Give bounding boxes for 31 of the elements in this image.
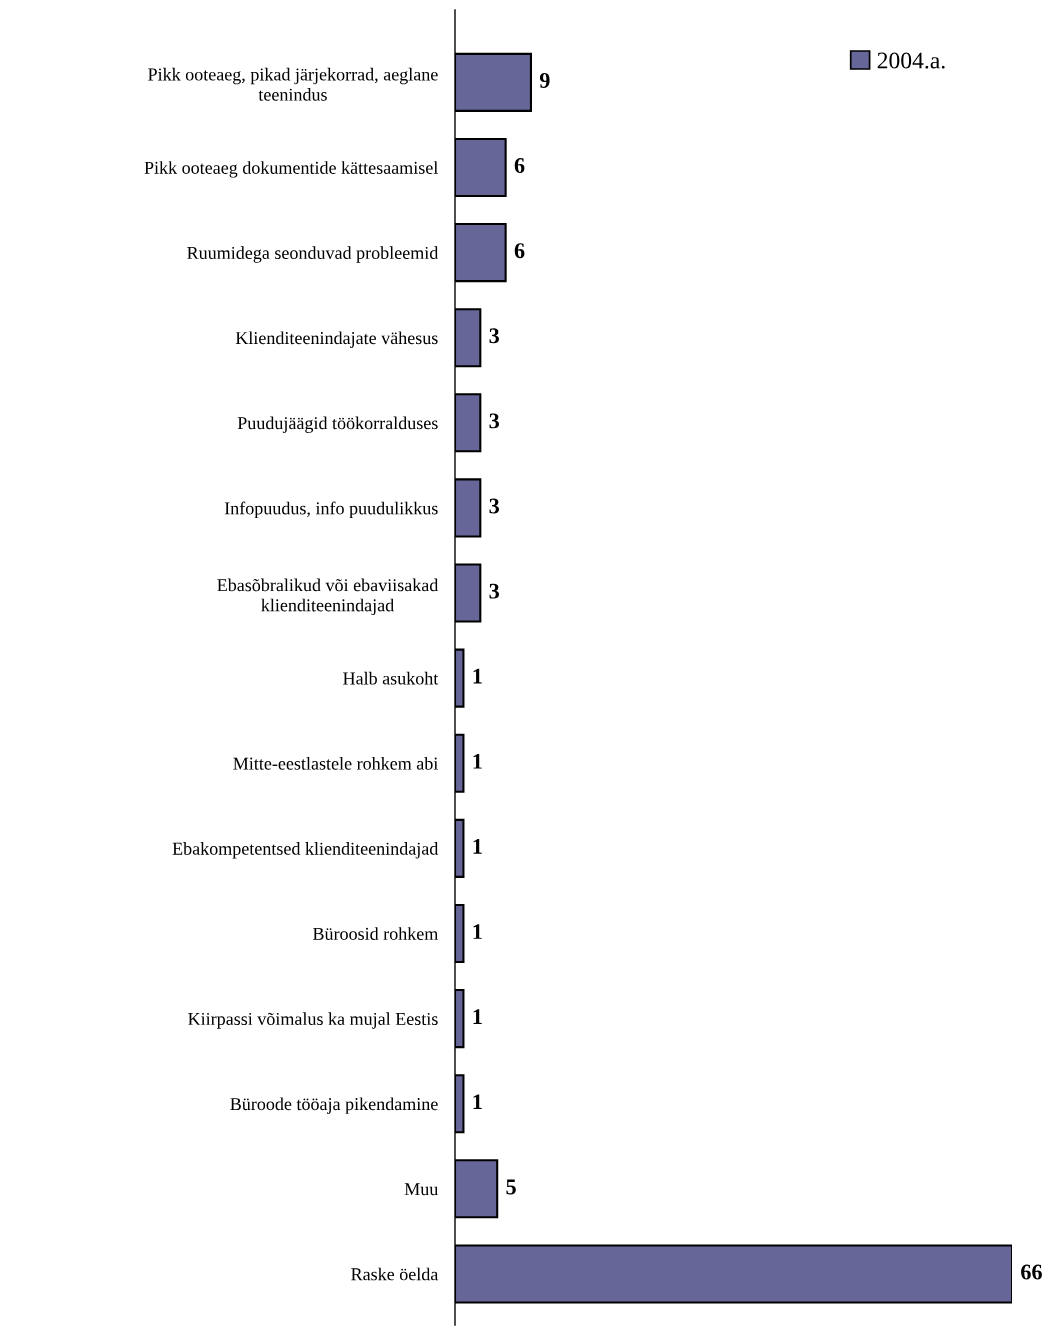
y-tick-label: Mitte-eestlastele rohkem abi bbox=[233, 756, 438, 770]
y-tick-label: Pikk ooteaeg dokumentide kättesaamisel bbox=[144, 161, 438, 178]
data-label: 5 bbox=[506, 1179, 516, 1195]
data-label: 9 bbox=[539, 72, 550, 88]
y-tick-label: Halb asukoht bbox=[343, 671, 439, 685]
y-tick-label: Klienditeenindajate vähesus bbox=[235, 331, 438, 348]
data-label: 1 bbox=[473, 1009, 482, 1024]
y-tick-label: Muu bbox=[404, 1183, 439, 1196]
y-tick-label: Ebasõbralikud või ebaviisakad klienditeenindajad bbox=[217, 578, 439, 616]
y-tick-label: Ebakompetentsed klienditeenindajad bbox=[172, 842, 439, 859]
y-tick-label: Pikk ooteaeg, pikad järjekorrad, aeglane teenindus bbox=[148, 67, 438, 101]
y-tick-label: Puudujäägid töökorralduses bbox=[237, 416, 438, 433]
legend-label: 2004.a. bbox=[877, 52, 945, 69]
data-label: 1 bbox=[473, 839, 482, 854]
y-tick-label: Infopuudus, info puudulikkus bbox=[224, 501, 438, 519]
data-label: 3 bbox=[489, 328, 499, 344]
y-tick-label: Büroosid rohkem bbox=[312, 927, 439, 940]
y-tick-label: Büroode tööaja pikendamine bbox=[230, 1097, 438, 1114]
data-label: 1 bbox=[473, 668, 482, 684]
y-tick-label: Kiirpassi võimalus ka mujal Eestis bbox=[188, 1012, 438, 1029]
y-tick-label: Raske öelda bbox=[351, 1267, 439, 1281]
data-label: 6 bbox=[514, 158, 525, 174]
data-label: 3 bbox=[489, 498, 499, 514]
data-label: 1 bbox=[473, 1094, 482, 1110]
data-label: 6 bbox=[514, 243, 525, 259]
data-label: 3 bbox=[489, 413, 499, 429]
data-label: 1 bbox=[473, 924, 482, 939]
data-label: 3 bbox=[489, 583, 499, 599]
data-label: 1 bbox=[473, 753, 482, 769]
data-label: 66 bbox=[1021, 1264, 1042, 1280]
y-tick-label: Ruumidega seonduvad probleemid bbox=[187, 246, 439, 263]
